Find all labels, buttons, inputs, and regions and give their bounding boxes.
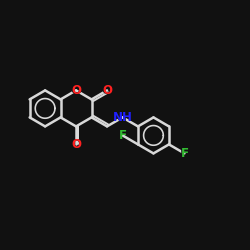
Text: NH: NH	[111, 111, 134, 124]
Text: F: F	[180, 147, 188, 160]
Text: NH: NH	[112, 111, 132, 124]
Text: F: F	[118, 129, 127, 142]
Text: O: O	[102, 84, 113, 97]
Text: F: F	[118, 129, 126, 142]
Text: O: O	[71, 84, 81, 97]
Text: F: F	[180, 147, 189, 160]
Text: O: O	[70, 138, 82, 151]
Text: O: O	[70, 84, 82, 97]
Text: O: O	[71, 138, 81, 151]
Text: O: O	[102, 84, 112, 97]
